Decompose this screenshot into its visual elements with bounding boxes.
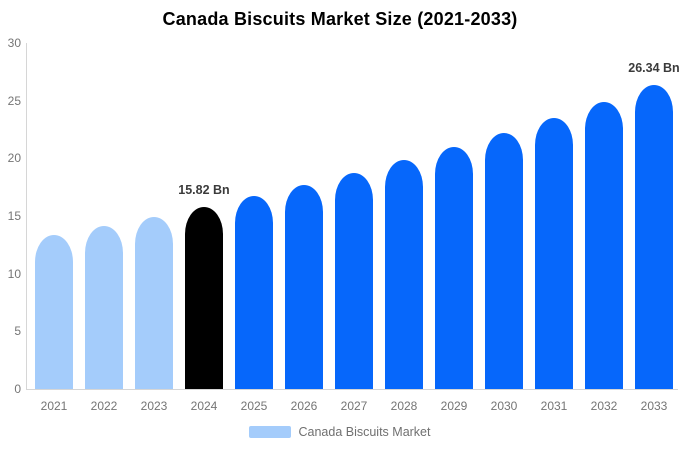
x-tick-label-2025: 2025 [240, 399, 268, 413]
x-tick-label-2027: 2027 [340, 399, 368, 413]
bar-2024 [185, 206, 223, 389]
x-tick-label-2031: 2031 [540, 399, 568, 413]
bar-2025 [235, 195, 273, 389]
bar-2027 [335, 172, 373, 389]
bar-2023 [135, 216, 173, 389]
y-tick-label-0: 0 [14, 382, 21, 396]
bar-2028 [385, 160, 423, 389]
y-tick-label-20: 20 [7, 151, 21, 166]
legend: Canada Biscuits Market [0, 425, 680, 439]
value-label-2033: 26.34 Bn [628, 61, 680, 76]
x-tick-label-2029: 2029 [440, 399, 468, 413]
bar-2032 [585, 101, 623, 389]
x-tick-label-2032: 2032 [590, 399, 618, 413]
x-tick-label-2024: 2024 [190, 399, 218, 413]
bar-2031 [535, 117, 573, 389]
y-tick-label-25: 25 [7, 93, 21, 108]
value-label-2024: 15.82 Bn [178, 182, 230, 197]
legend-label: Canada Biscuits Market [298, 425, 431, 439]
x-tick-label-2023: 2023 [140, 399, 168, 413]
y-tick-label-15: 15 [7, 209, 21, 223]
y-axis-line [26, 43, 27, 389]
legend-swatch [249, 426, 292, 438]
x-axis-line [26, 389, 678, 390]
legend-item-canada-biscuits-market[interactable]: Canada Biscuits Market [249, 425, 431, 439]
x-tick-label-2033: 2033 [640, 399, 668, 413]
y-tick-label-5: 5 [14, 324, 21, 339]
x-tick-label-2021: 2021 [40, 399, 68, 413]
chart-title: Canada Biscuits Market Size (2021-2033) [162, 9, 518, 29]
bar-2022 [85, 226, 123, 389]
x-tick-label-2028: 2028 [390, 399, 418, 413]
bar-2030 [485, 132, 523, 389]
bar-2033 [635, 85, 673, 389]
x-tick-label-2026: 2026 [290, 399, 318, 413]
x-tick-label-2030: 2030 [490, 399, 518, 413]
bar-2021 [35, 235, 73, 389]
y-tick-label-10: 10 [7, 266, 21, 281]
bar-2029 [435, 146, 473, 389]
y-tick-label-30: 30 [7, 36, 21, 50]
bar-2026 [285, 184, 323, 389]
x-tick-label-2022: 2022 [90, 399, 118, 413]
